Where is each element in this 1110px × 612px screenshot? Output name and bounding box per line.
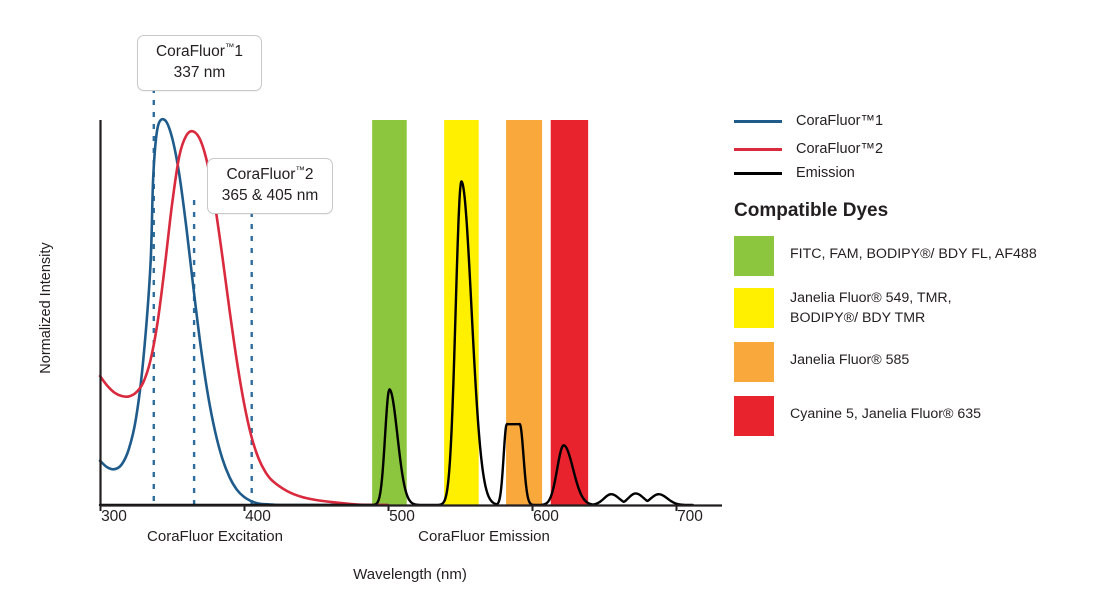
callout-corafluor1-value: 337 nm [173, 63, 226, 81]
region-label-excitation: CoraFluor Excitation [147, 528, 283, 545]
legend-series-label: Emission [796, 165, 855, 181]
legend-series-label: CoraFluor™1 [796, 113, 884, 129]
dye-row-green: FITC, FAM, BODIPY®/ BDY FL, AF488 [734, 236, 1106, 276]
callout-corafluor1-name: CoraFluor™1 [155, 42, 244, 61]
x-axis-ticks [99, 505, 678, 511]
legend-series-emission: Emission [734, 164, 855, 182]
compatible-dye-bands [372, 120, 589, 505]
dye-band-1 [444, 120, 479, 505]
region-label-emission: CoraFluor Emission [418, 528, 550, 545]
trademark-icon: ™ [224, 42, 235, 53]
dye-row-orange: Janelia Fluor® 585 [734, 342, 1106, 382]
dye-label-orange: Janelia Fluor® 585 [790, 342, 909, 370]
color-swatch-orange [734, 342, 774, 382]
legend-series-corafluor2: CoraFluor™2 [734, 140, 883, 158]
line-swatch-icon [734, 171, 782, 175]
plot-axes [99, 120, 722, 511]
callout-corafluor2: CoraFluor™2 365 & 405 nm [207, 158, 333, 215]
dye-label-green: FITC, FAM, BODIPY®/ BDY FL, AF488 [790, 236, 1037, 264]
dye-band-0 [372, 120, 407, 505]
x-tick-label-700: 700 [677, 508, 703, 525]
dye-row-red: Cyanine 5, Janelia Fluor® 635 [734, 396, 1106, 436]
curve-corafluor1 [98, 117, 390, 507]
dye-label-line1: Janelia Fluor® 549, TMR, [790, 290, 952, 306]
x-tick-label-400: 400 [245, 508, 271, 525]
dye-label-red: Cyanine 5, Janelia Fluor® 635 [790, 396, 981, 424]
compatible-dyes-heading: Compatible Dyes [734, 200, 889, 221]
dye-label-line1: FITC, FAM, BODIPY®/ BDY FL, AF488 [790, 246, 1037, 262]
callout-corafluor2-name: CoraFluor™2 [226, 165, 314, 184]
line-swatch-icon [734, 147, 782, 151]
dye-row-yellow: Janelia Fluor® 549, TMR, BODIPY®/ BDY TM… [734, 288, 1106, 328]
legend-series-label: CoraFluor™2 [796, 141, 884, 157]
dye-label-line2: BODIPY®/ BDY TMR [790, 310, 926, 327]
legend-series-corafluor1: CoraFluor™1 [734, 112, 883, 130]
legend-panel: CoraFluor™1 CoraFluor™2 Emission Compati… [730, 0, 1110, 612]
spectra-plot-svg [98, 88, 722, 511]
y-axis-title: Normalized Intensity [38, 242, 54, 374]
x-tick-label-600: 600 [533, 508, 559, 525]
chart-plot-area: Normalized Intensity 300 400 500 600 700… [38, 35, 722, 583]
excitation-marker-lines [152, 88, 253, 505]
dye-label-line1: Cyanine 5, Janelia Fluor® 635 [790, 406, 982, 422]
x-tick-label-300: 300 [101, 508, 127, 525]
color-swatch-green [734, 236, 774, 276]
line-swatch-icon [734, 119, 782, 123]
dye-label-yellow: Janelia Fluor® 549, TMR, BODIPY®/ BDY TM… [790, 288, 952, 328]
color-swatch-red [734, 396, 774, 436]
x-axis-title: Wavelength (nm) [353, 566, 467, 583]
color-swatch-yellow [734, 288, 774, 328]
dye-band-2 [506, 120, 543, 505]
dye-label-line1: Janelia Fluor® 585 [790, 352, 910, 368]
trademark-icon: ™ [295, 165, 305, 176]
dye-band-3 [550, 120, 589, 505]
callout-corafluor1: CoraFluor™1 337 nm [137, 35, 262, 92]
x-tick-label-500: 500 [389, 508, 415, 525]
callout-corafluor2-value: 365 & 405 nm [221, 186, 319, 204]
